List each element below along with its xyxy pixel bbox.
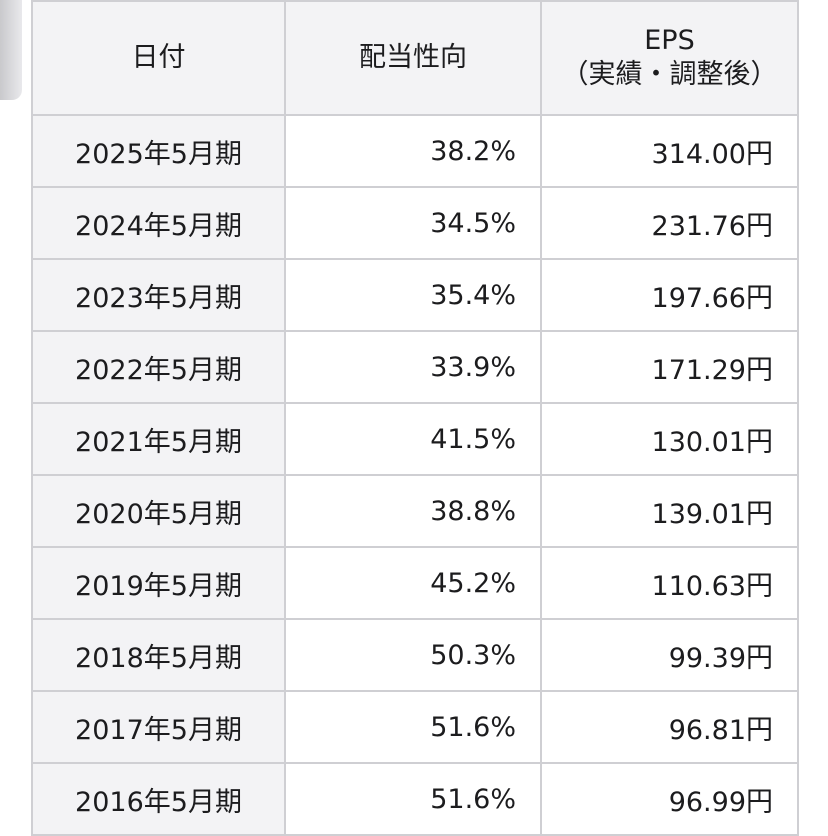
header-eps-title: EPS — [644, 25, 695, 56]
row-date: 2025年5月期 — [31, 114, 286, 188]
header-row: 日付 配当性向 EPS （実績・調整後） — [31, 0, 799, 116]
row-date: 2021年5月期 — [31, 402, 286, 476]
header-eps-subtitle: （実績・調整後） — [561, 59, 778, 90]
row-eps: 171.29円 — [540, 330, 799, 404]
row-eps: 231.76円 — [540, 186, 799, 260]
table-row: 2024年5月期 34.5% 231.76円 — [31, 186, 799, 260]
dividend-table-container: 日付 配当性向 EPS （実績・調整後） 2025年5月期 38.2% 314.… — [31, 0, 799, 836]
row-payout-ratio: 51.6% — [284, 690, 542, 764]
table-header: 日付 配当性向 EPS （実績・調整後） — [31, 0, 799, 116]
row-eps: 139.01円 — [540, 474, 799, 548]
row-payout-ratio: 38.8% — [284, 474, 542, 548]
row-eps: 96.99円 — [540, 762, 799, 836]
table-row: 2020年5月期 38.8% 139.01円 — [31, 474, 799, 548]
dividend-table: 日付 配当性向 EPS （実績・調整後） 2025年5月期 38.2% 314.… — [31, 0, 799, 836]
row-date: 2018年5月期 — [31, 618, 286, 692]
row-date: 2017年5月期 — [31, 690, 286, 764]
row-date: 2019年5月期 — [31, 546, 286, 620]
table-row: 2025年5月期 38.2% 314.00円 — [31, 114, 799, 188]
row-eps: 96.81円 — [540, 690, 799, 764]
row-payout-ratio: 45.2% — [284, 546, 542, 620]
row-payout-ratio: 35.4% — [284, 258, 542, 332]
row-payout-ratio: 38.2% — [284, 114, 542, 188]
row-eps: 197.66円 — [540, 258, 799, 332]
header-date: 日付 — [31, 0, 286, 116]
row-eps: 130.01円 — [540, 402, 799, 476]
row-date: 2023年5月期 — [31, 258, 286, 332]
table-row: 2022年5月期 33.9% 171.29円 — [31, 330, 799, 404]
row-payout-ratio: 50.3% — [284, 618, 542, 692]
row-date: 2020年5月期 — [31, 474, 286, 548]
table-row: 2018年5月期 50.3% 99.39円 — [31, 618, 799, 692]
row-eps: 110.63円 — [540, 546, 799, 620]
table-row: 2019年5月期 45.2% 110.63円 — [31, 546, 799, 620]
row-payout-ratio: 51.6% — [284, 762, 542, 836]
table-row: 2017年5月期 51.6% 96.81円 — [31, 690, 799, 764]
row-payout-ratio: 41.5% — [284, 402, 542, 476]
header-eps: EPS （実績・調整後） — [540, 0, 799, 116]
row-date: 2022年5月期 — [31, 330, 286, 404]
row-eps: 99.39円 — [540, 618, 799, 692]
table-row: 2023年5月期 35.4% 197.66円 — [31, 258, 799, 332]
table-row: 2016年5月期 51.6% 96.99円 — [31, 762, 799, 836]
table-row: 2021年5月期 41.5% 130.01円 — [31, 402, 799, 476]
header-payout-ratio: 配当性向 — [284, 0, 542, 116]
table-body: 2025年5月期 38.2% 314.00円 2024年5月期 34.5% 23… — [31, 114, 799, 836]
row-date: 2016年5月期 — [31, 762, 286, 836]
row-date: 2024年5月期 — [31, 186, 286, 260]
left-edge-shadow — [0, 0, 22, 100]
row-payout-ratio: 33.9% — [284, 330, 542, 404]
row-payout-ratio: 34.5% — [284, 186, 542, 260]
row-eps: 314.00円 — [540, 114, 799, 188]
